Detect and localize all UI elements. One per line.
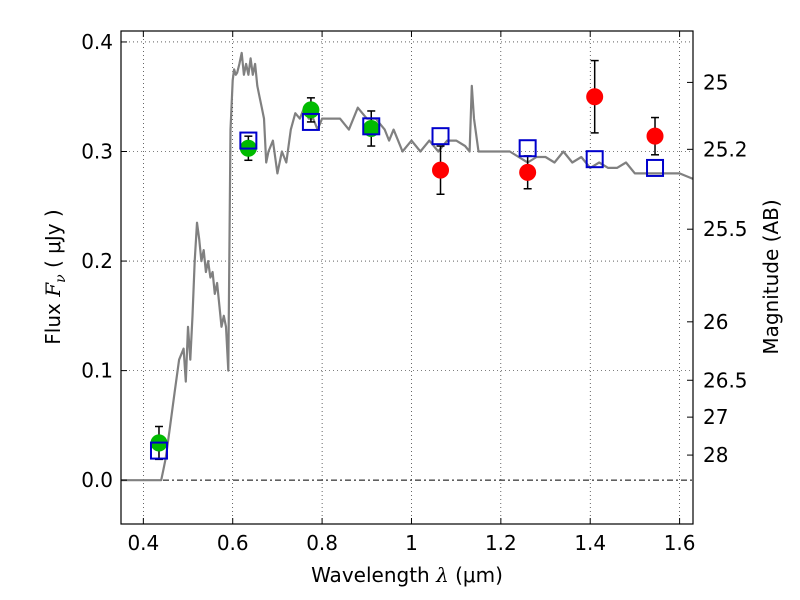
x-tick-label: 1.6	[664, 531, 696, 555]
series-layer	[121, 51, 694, 482]
model-point	[585, 150, 604, 169]
model-point	[362, 117, 381, 136]
model-point	[149, 441, 168, 460]
data-point	[519, 163, 537, 181]
y2-axis-label: Magnitude (AB)	[759, 199, 783, 354]
data-point	[586, 88, 604, 106]
y2-tick-label: 25.5	[703, 217, 748, 241]
model-point	[431, 127, 450, 146]
data-point	[432, 161, 450, 179]
y2-tick-label: 28	[703, 443, 728, 467]
x-tick-label: 0.6	[217, 531, 249, 555]
y2-tick-label: 26	[703, 310, 728, 334]
y2-tick-label: 25.2	[703, 137, 748, 161]
x-tick-label: 1.4	[574, 531, 606, 555]
data-point	[302, 101, 320, 119]
y-axis-label: Flux Fν ( μJy )	[41, 209, 69, 344]
model-point	[518, 139, 537, 158]
y2-tick-label: 26.5	[703, 368, 748, 392]
y-tick-label: 0.1	[81, 359, 113, 383]
y-tick-label: 0.0	[81, 468, 113, 492]
model-point	[646, 158, 665, 177]
axis-ticks: 0.4 0.6 0.8 1 1.2 1.4 1.6 0.0 0.1 0.2 0.3 0.4 25 25.2…	[81, 30, 747, 555]
y-tick-label: 0.4	[81, 30, 113, 54]
x-tick-label: 1.2	[485, 531, 517, 555]
x-axis-label: Wavelength λ (μm)	[311, 563, 503, 587]
y-tick-label: 0.3	[81, 140, 113, 164]
y2-tick-label: 25	[703, 70, 728, 94]
x-tick-label: 0.4	[127, 531, 159, 555]
data-point	[646, 127, 664, 145]
model-point	[239, 131, 258, 150]
x-tick-label: 1	[405, 531, 418, 555]
model-spectrum-line	[121, 51, 694, 482]
plot-frame	[120, 30, 694, 525]
model-point	[301, 112, 320, 131]
y-tick-label: 0.2	[81, 249, 113, 273]
plot-area	[121, 31, 693, 524]
x-tick-label: 0.8	[306, 531, 338, 555]
y2-tick-label: 27	[703, 405, 728, 429]
